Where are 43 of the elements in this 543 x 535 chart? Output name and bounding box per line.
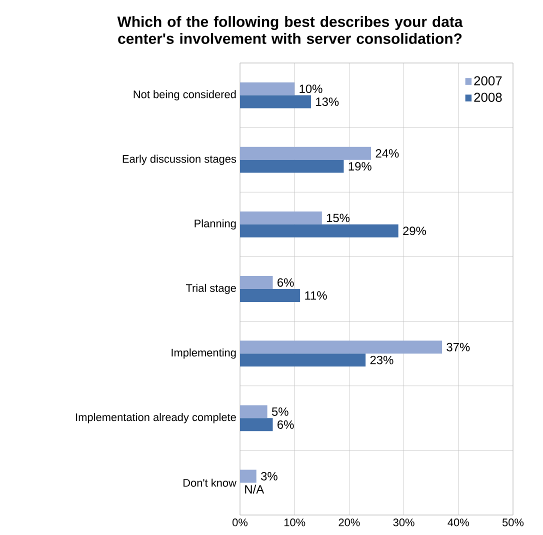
x-tick-label: 0% — [232, 518, 248, 526]
bar — [240, 340, 442, 354]
data-label: 37% — [446, 342, 470, 352]
bar — [240, 405, 268, 418]
data-label: 5% — [272, 407, 288, 416]
y-tick-label: Implementing — [172, 348, 236, 359]
bar — [240, 95, 311, 108]
y-tick-label: Implementation already complete — [76, 413, 236, 424]
bar — [240, 224, 398, 238]
text: N/A — [245, 484, 264, 494]
chart-title: Which of the following best describes your data center's involvement with server consolidation? — [117, 16, 463, 44]
bar — [240, 276, 273, 289]
data-label: 6% — [278, 420, 294, 429]
y-tick-label: Planning — [194, 219, 236, 230]
bar — [240, 470, 256, 483]
bar — [240, 354, 366, 367]
y-tick-label: Not being considered — [134, 90, 236, 100]
bar — [240, 211, 322, 224]
bar — [240, 289, 300, 302]
data-label: 24% — [376, 149, 399, 158]
y-tick-label: Trial stage — [186, 284, 236, 294]
data-label: 6% — [278, 278, 294, 287]
data-label: 23% — [370, 356, 394, 364]
data-label: 3% — [261, 472, 278, 480]
x-tick-label: 30% — [393, 518, 414, 526]
bar — [240, 160, 344, 173]
y-tick-label: Early discussion stages — [122, 154, 236, 165]
data-label: 11% — [305, 291, 327, 300]
bar — [240, 82, 295, 96]
bar — [240, 418, 273, 432]
data-label: 29% — [403, 226, 426, 236]
data-label: 19% — [348, 162, 372, 171]
legend-label: 2008 — [474, 92, 502, 102]
x-tick-label: 50% — [502, 518, 524, 526]
data-label: 15% — [326, 214, 350, 222]
data-label: 13% — [316, 98, 339, 106]
x-tick-label: 20% — [338, 518, 360, 526]
x-tick-label: 10% — [284, 518, 306, 526]
x-tick-label: 40% — [448, 518, 469, 526]
legend-label: 2007 — [474, 76, 502, 86]
bar — [240, 146, 372, 160]
y-tick-label: Don't know — [184, 478, 236, 487]
data-label: 10% — [300, 84, 322, 94]
